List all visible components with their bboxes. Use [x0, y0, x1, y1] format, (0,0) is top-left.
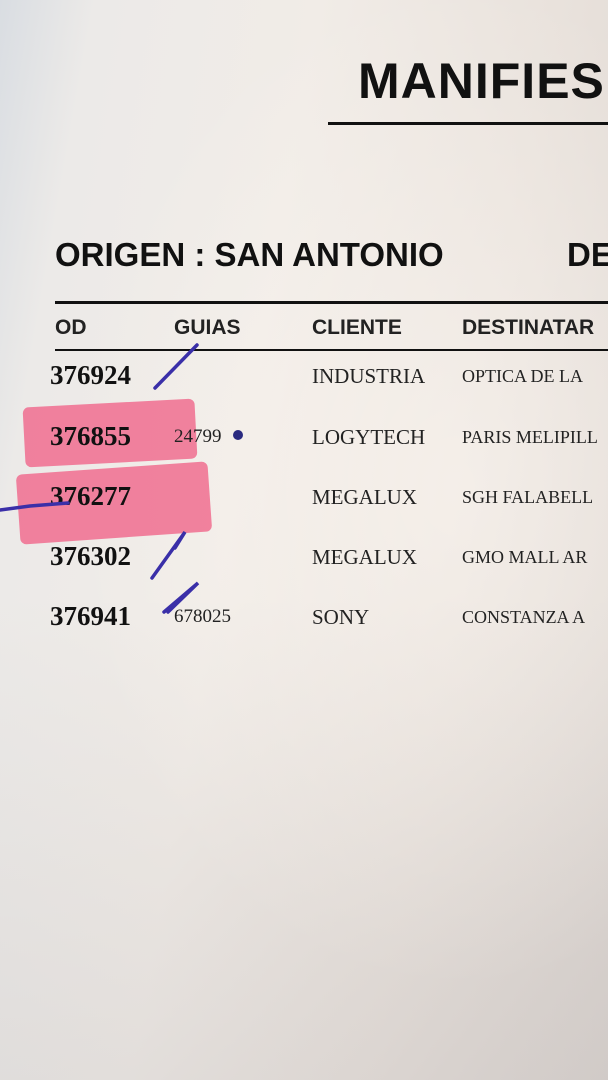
column-header-od: OD — [55, 316, 87, 339]
strike-mark — [0, 501, 70, 512]
row-destinatario: OPTICA DE LA — [462, 366, 583, 386]
row-code: 376855 — [50, 421, 131, 451]
row-code: 376277 — [50, 481, 131, 511]
column-header-cliente: CLIENTE — [312, 316, 402, 339]
document-title: MANIFIES — [358, 53, 605, 109]
row-cliente: LOGYTECH — [312, 425, 426, 449]
destination-label: DE — [567, 236, 608, 273]
pen-dot — [233, 430, 243, 440]
check-mark — [162, 581, 200, 614]
row-cliente: INDUSTRIA — [312, 364, 426, 388]
header-bottom-rule — [55, 349, 608, 351]
row-code: 376941 — [50, 601, 131, 631]
row-destinatario: PARIS MELIPILL — [462, 427, 598, 447]
row-cliente: MEGALUX — [312, 545, 417, 569]
check-mark — [150, 530, 187, 580]
row-cliente: SONY — [312, 605, 370, 629]
header-top-rule — [55, 301, 608, 304]
row-destinatario: GMO MALL AR — [462, 547, 588, 567]
check-mark — [153, 343, 199, 390]
row-destinatario: CONSTANZA A — [462, 607, 586, 627]
row-destinatario: SGH FALABELL — [462, 487, 594, 507]
row-code: 376302 — [50, 541, 131, 571]
row-cliente: MEGALUX — [312, 485, 417, 509]
row-guia: 678025 — [174, 606, 231, 627]
row-code: 376924 — [50, 360, 131, 390]
column-header-guias: GUIAS — [174, 316, 241, 339]
column-header-destinatario: DESTINATAR — [462, 316, 595, 339]
title-underline — [328, 122, 608, 125]
row-guia: 24799 — [174, 426, 222, 447]
origin-label: ORIGEN : SAN ANTONIO — [55, 236, 444, 273]
